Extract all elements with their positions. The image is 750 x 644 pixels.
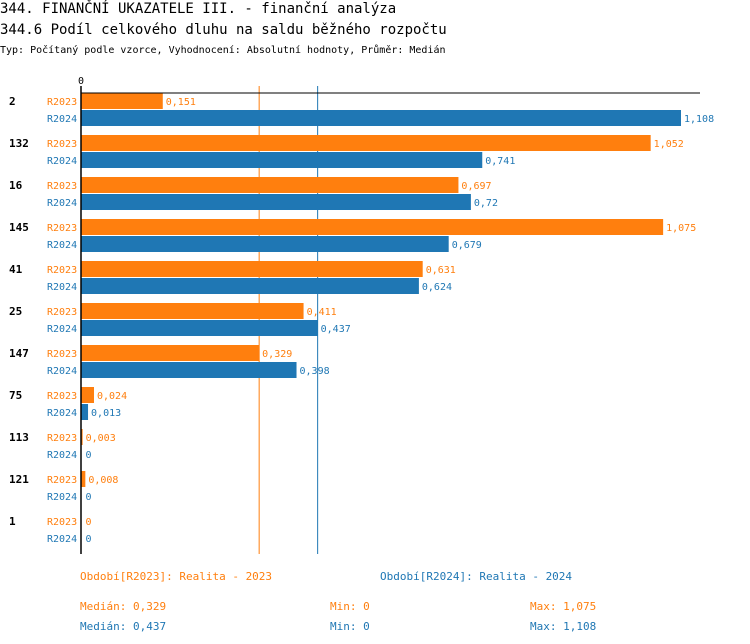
data-label: 0,003 bbox=[86, 433, 116, 444]
series-label: R2023 bbox=[47, 475, 77, 486]
series-label: R2024 bbox=[47, 534, 77, 545]
bar-r2024 bbox=[81, 404, 89, 420]
median-r2023: Medián: 0,329 bbox=[80, 600, 167, 613]
series-label: R2024 bbox=[47, 492, 77, 503]
series-label: R2024 bbox=[47, 324, 77, 335]
bar-chart: 0 2 R2023 0,151 R2024 1,108 132 R2023 1,052 R2024… bbox=[9, 76, 714, 554]
bar-r2024 bbox=[81, 194, 471, 210]
category-label: 113 bbox=[9, 431, 29, 444]
data-label: 0,398 bbox=[300, 366, 330, 377]
data-label: 0,013 bbox=[91, 408, 121, 419]
bar-r2024 bbox=[81, 320, 318, 336]
data-label: 1,075 bbox=[666, 223, 696, 234]
data-label: 0,631 bbox=[426, 265, 456, 276]
data-label: 0,624 bbox=[422, 282, 452, 293]
series-label: R2023 bbox=[47, 181, 77, 192]
series-label: R2024 bbox=[47, 450, 77, 461]
bar-r2023 bbox=[81, 429, 83, 445]
chart-title: 344.6 Podíl celkového dluhu na saldu běž… bbox=[0, 22, 447, 38]
series-label: R2024 bbox=[47, 156, 77, 167]
data-label: 0,329 bbox=[262, 349, 292, 360]
bar-r2024 bbox=[81, 362, 297, 378]
series-label: R2023 bbox=[47, 433, 77, 444]
max-r2024: Max: 1,108 bbox=[530, 620, 597, 633]
bar-r2023 bbox=[81, 471, 86, 487]
data-label: 1,052 bbox=[654, 139, 684, 150]
data-label: 0 bbox=[86, 517, 92, 528]
category-label: 75 bbox=[9, 389, 22, 402]
min-r2023: Min: 0 bbox=[330, 600, 370, 613]
series-label: R2023 bbox=[47, 97, 77, 108]
bar-r2023 bbox=[81, 387, 94, 403]
data-label: 0 bbox=[86, 534, 92, 545]
bar-r2023 bbox=[81, 93, 163, 109]
legend-r2024: Období[R2024]: Realita - 2024 bbox=[380, 570, 573, 583]
bar-r2024 bbox=[81, 110, 681, 126]
series-label: R2024 bbox=[47, 282, 77, 293]
series-label: R2024 bbox=[47, 366, 77, 377]
series-label: R2024 bbox=[47, 114, 77, 125]
median-r2024: Medián: 0,437 bbox=[80, 620, 167, 633]
category-label: 147 bbox=[9, 347, 29, 360]
category-label: 145 bbox=[9, 221, 29, 234]
data-label: 0,679 bbox=[452, 240, 482, 251]
series-label: R2023 bbox=[47, 265, 77, 276]
data-label: 0,72 bbox=[474, 198, 498, 209]
max-r2023: Max: 1,075 bbox=[530, 600, 597, 613]
data-label: 0,741 bbox=[485, 156, 515, 167]
category-label: 1 bbox=[9, 515, 16, 528]
category-label: 2 bbox=[9, 95, 16, 108]
data-label: 0,697 bbox=[461, 181, 491, 192]
data-label: 0,151 bbox=[166, 97, 196, 108]
data-label: 0,024 bbox=[97, 391, 127, 402]
data-label: 0,411 bbox=[307, 307, 337, 318]
data-label: 0 bbox=[86, 450, 92, 461]
data-label: 0,437 bbox=[321, 324, 351, 335]
series-label: R2024 bbox=[47, 198, 77, 209]
series-label: R2024 bbox=[47, 408, 77, 419]
chart-info: Typ: Počítaný podle vzorce, Vyhodnocení:… bbox=[0, 45, 446, 56]
series-label: R2024 bbox=[47, 240, 77, 251]
series-label: R2023 bbox=[47, 139, 77, 150]
category-label: 16 bbox=[9, 179, 23, 192]
category-label: 132 bbox=[9, 137, 29, 150]
series-label: R2023 bbox=[47, 307, 77, 318]
bar-r2023 bbox=[81, 135, 651, 151]
category-label: 25 bbox=[9, 305, 22, 318]
data-label: 0 bbox=[86, 492, 92, 503]
bar-r2024 bbox=[81, 236, 449, 252]
bar-r2023 bbox=[81, 261, 423, 277]
bar-r2023 bbox=[81, 303, 304, 319]
data-label: 0,008 bbox=[88, 475, 118, 486]
bar-r2024 bbox=[81, 278, 419, 294]
page-title: 344. FINANČNÍ UKAZATELE III. - finanční … bbox=[0, 1, 397, 17]
series-label: R2023 bbox=[47, 349, 77, 360]
bar-r2024 bbox=[81, 152, 483, 168]
axis-zero-label: 0 bbox=[78, 76, 84, 87]
category-label: 121 bbox=[9, 473, 29, 486]
legend-r2023: Období[R2023]: Realita - 2023 bbox=[80, 570, 273, 583]
min-r2024: Min: 0 bbox=[330, 620, 370, 633]
bar-r2023 bbox=[81, 345, 260, 361]
bar-r2023 bbox=[81, 219, 664, 235]
bar-r2023 bbox=[81, 177, 459, 193]
series-label: R2023 bbox=[47, 223, 77, 234]
category-label: 41 bbox=[9, 263, 23, 276]
data-label: 1,108 bbox=[684, 114, 714, 125]
series-label: R2023 bbox=[47, 391, 77, 402]
series-label: R2023 bbox=[47, 517, 77, 528]
